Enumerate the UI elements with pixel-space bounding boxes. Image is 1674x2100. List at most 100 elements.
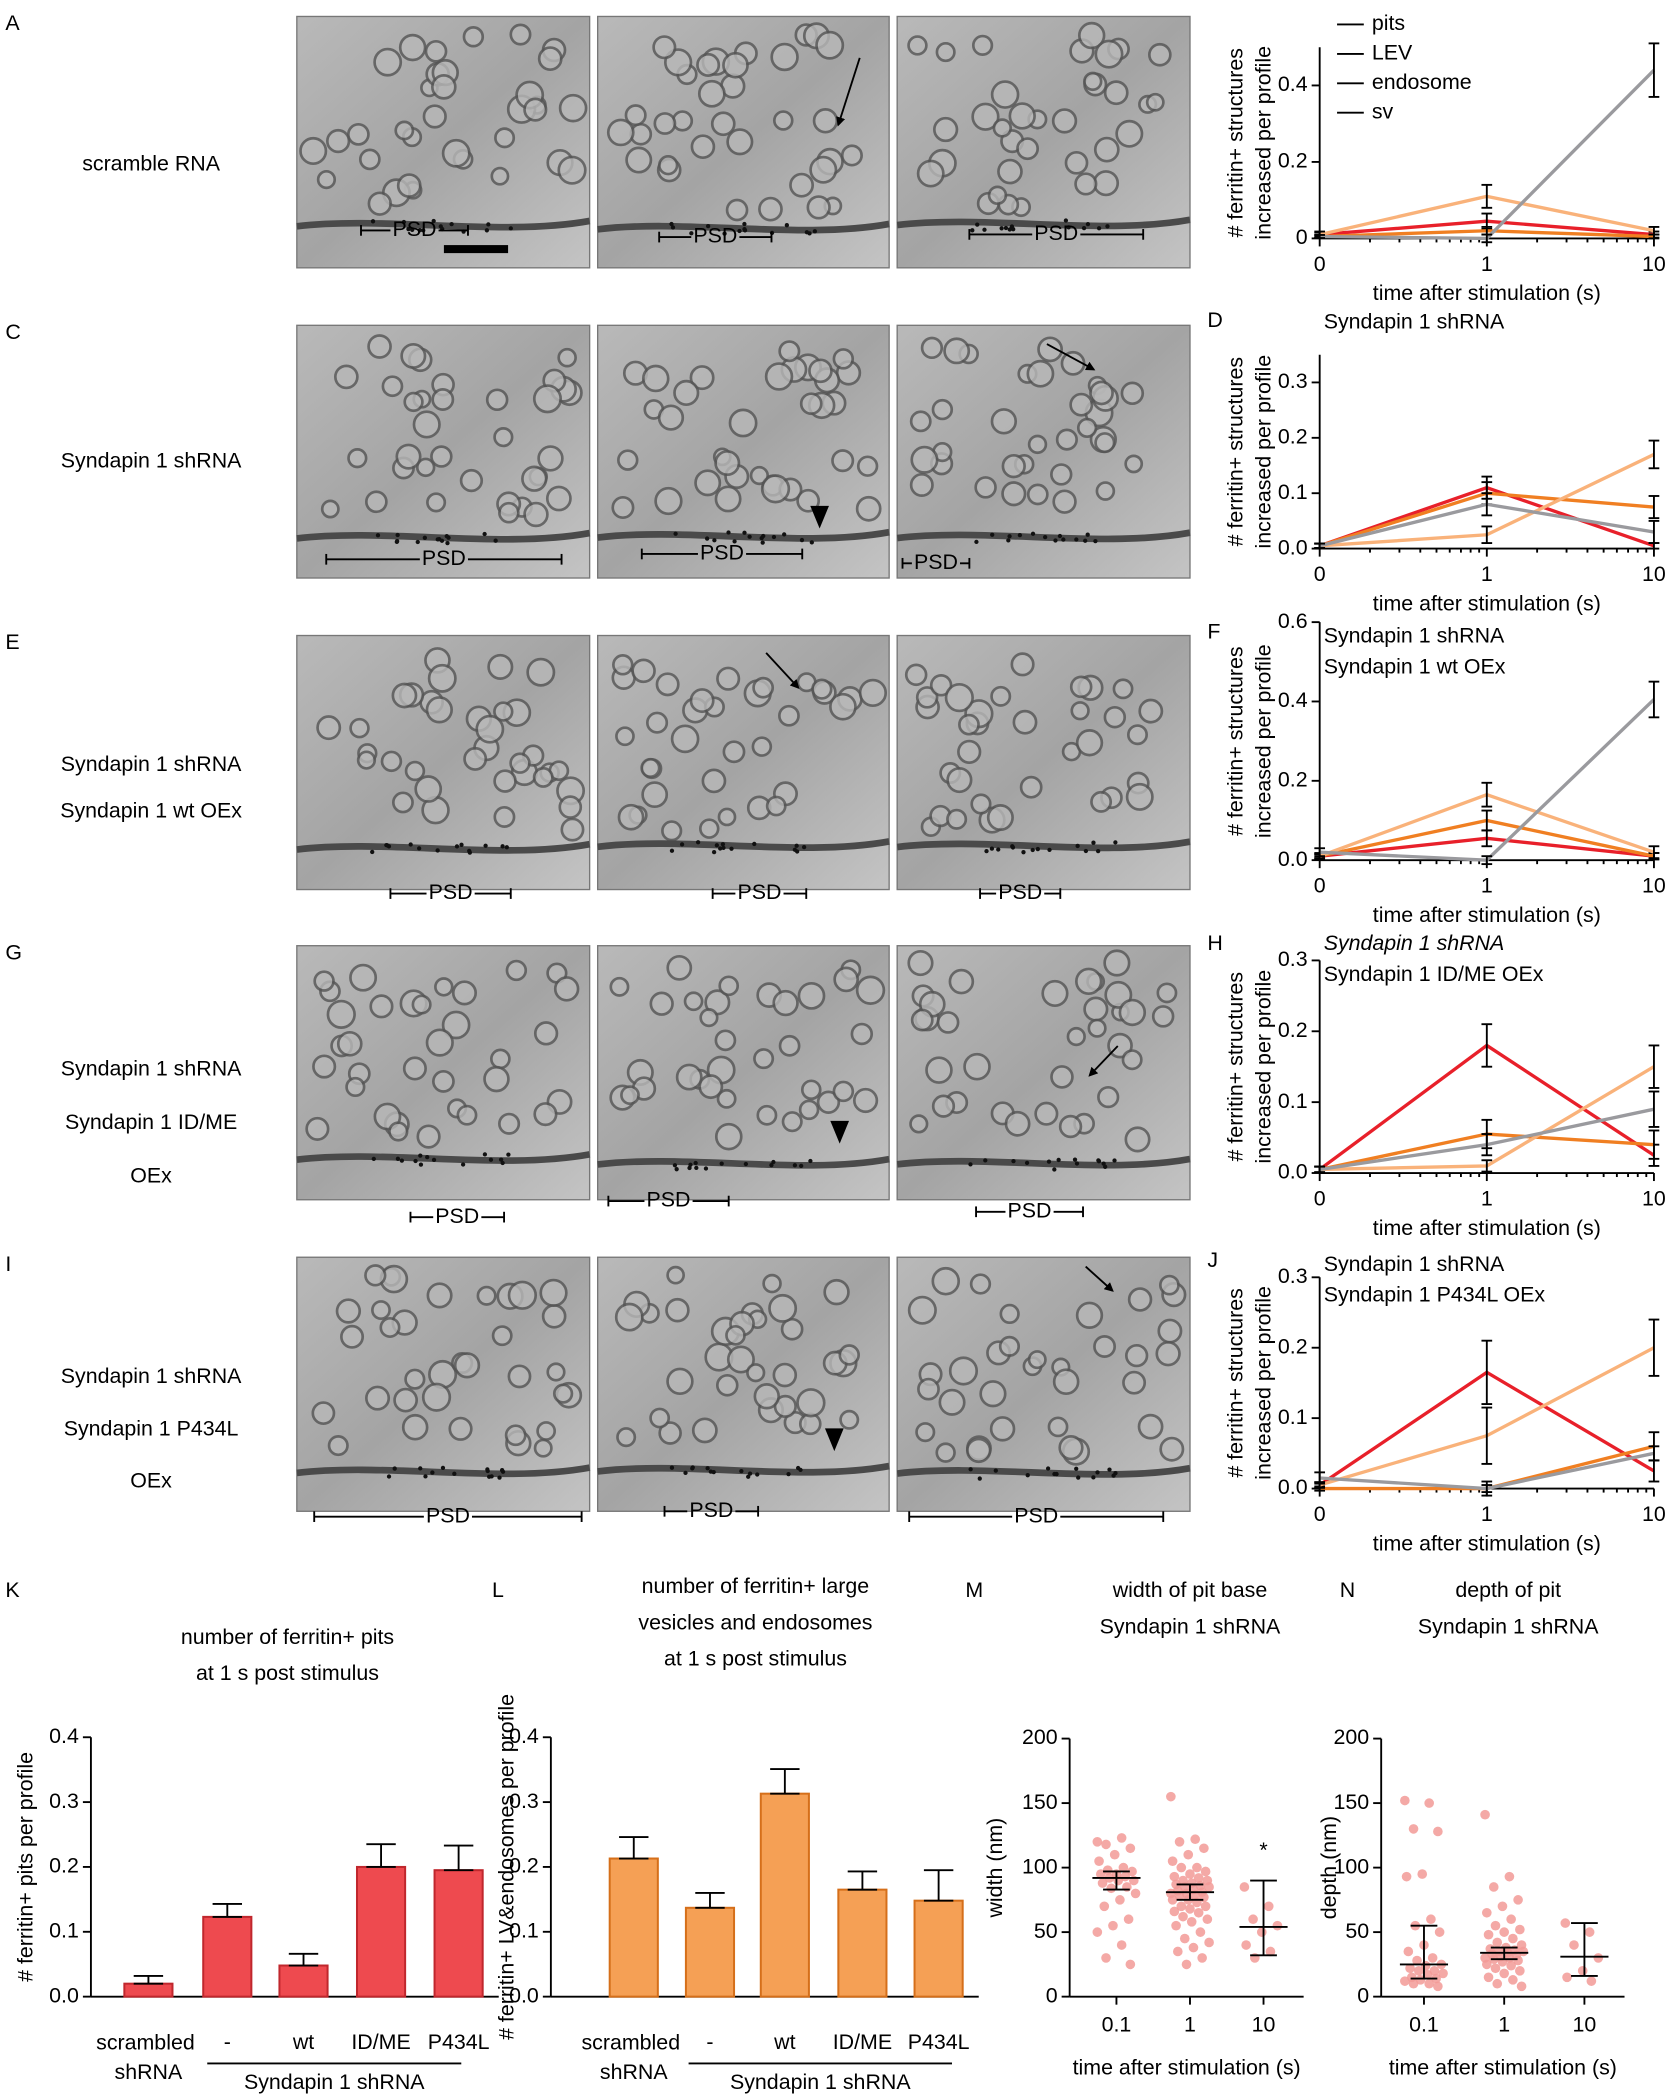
row-label: OEx bbox=[130, 1469, 172, 1493]
vesicle bbox=[401, 1413, 429, 1441]
bar bbox=[759, 1792, 810, 1998]
vesicle bbox=[398, 33, 427, 62]
x-tick-label: P434L bbox=[428, 2030, 490, 2054]
vesicle bbox=[523, 97, 548, 122]
vesicle bbox=[620, 1085, 640, 1106]
vesicle bbox=[1001, 481, 1027, 507]
ferritin bbox=[808, 1158, 813, 1164]
vesicle bbox=[491, 1325, 513, 1347]
ferritin bbox=[801, 845, 807, 850]
data-point bbox=[1515, 1924, 1525, 1935]
data-point bbox=[1193, 1873, 1204, 1883]
vesicle bbox=[666, 1367, 694, 1396]
vesicle bbox=[946, 766, 973, 794]
ferritin bbox=[1011, 227, 1016, 232]
vesicle bbox=[751, 736, 773, 757]
vesicle bbox=[1064, 150, 1089, 175]
y-axis-label: depth (nm) bbox=[1317, 1816, 1341, 1919]
vesicle bbox=[505, 959, 528, 982]
data-point bbox=[1408, 1824, 1419, 1834]
x-tick-label: 0 bbox=[1314, 252, 1326, 276]
vesicle bbox=[539, 1278, 568, 1307]
vesicle bbox=[756, 1104, 778, 1126]
data-point bbox=[1265, 1946, 1276, 1957]
vesicle bbox=[498, 501, 520, 524]
vesicle bbox=[798, 1099, 820, 1121]
ferritin bbox=[799, 1163, 804, 1168]
vesicle bbox=[823, 1278, 850, 1306]
vesicle bbox=[431, 74, 457, 100]
y-tick-label: 200 bbox=[1333, 1725, 1369, 1749]
ferritin bbox=[485, 1468, 490, 1474]
ferritin bbox=[739, 1469, 744, 1474]
data-point bbox=[1169, 1871, 1180, 1882]
vesicle bbox=[1159, 1436, 1185, 1462]
ferritin bbox=[722, 231, 727, 236]
y-tick-label: 0.4 bbox=[1278, 688, 1308, 712]
vesicle bbox=[1066, 1026, 1086, 1047]
data-point bbox=[1192, 1862, 1202, 1873]
data-point bbox=[1190, 1834, 1201, 1845]
psd-label: PSD bbox=[422, 546, 466, 570]
ferritin bbox=[672, 1163, 678, 1168]
vesicle bbox=[722, 51, 749, 79]
ferritin bbox=[1053, 538, 1058, 543]
vesicle bbox=[772, 989, 799, 1017]
vesicle bbox=[1094, 432, 1116, 454]
vesicle bbox=[404, 760, 426, 782]
vesicle bbox=[553, 976, 580, 1002]
y-tick-label: 0.0 bbox=[1278, 535, 1308, 559]
vesicle bbox=[654, 486, 683, 516]
vesicle bbox=[778, 704, 800, 727]
vesicle bbox=[1004, 1110, 1031, 1137]
psd-label: PSD bbox=[426, 1503, 470, 1527]
ferritin bbox=[695, 840, 701, 845]
vesicle bbox=[537, 445, 564, 472]
vesicle bbox=[1126, 724, 1148, 746]
y-tick-label: 0.0 bbox=[509, 1983, 539, 2007]
vesicle bbox=[963, 1052, 991, 1081]
vesicle bbox=[521, 465, 548, 492]
group-label: Syndapin 1 shRNA bbox=[244, 2070, 425, 2094]
vesicle bbox=[326, 999, 356, 1029]
vesicle bbox=[907, 1295, 937, 1325]
x-axis-label: time after stimulation (s) bbox=[1373, 903, 1601, 927]
vesicle bbox=[434, 977, 454, 997]
vesicle bbox=[611, 495, 635, 520]
psd-label: PSD bbox=[647, 1188, 691, 1212]
ferritin bbox=[669, 1465, 675, 1470]
vesicle bbox=[714, 1029, 737, 1052]
vesicle bbox=[1075, 967, 1103, 996]
data-point bbox=[1417, 1869, 1428, 1879]
vesicle bbox=[718, 975, 740, 997]
ferritin bbox=[999, 226, 1004, 231]
psd-label: PSD bbox=[429, 880, 473, 904]
vesicle bbox=[476, 1285, 497, 1306]
x-tick-label: 1 bbox=[1481, 874, 1493, 898]
ferritin bbox=[504, 845, 509, 850]
vesicle bbox=[916, 159, 945, 188]
vesicle bbox=[414, 775, 443, 803]
data-point bbox=[1116, 1833, 1127, 1843]
ferritin bbox=[1085, 532, 1090, 537]
data-point bbox=[1125, 1959, 1136, 1970]
data-point bbox=[1586, 1976, 1597, 1986]
data-point bbox=[1199, 1843, 1209, 1854]
vesicle bbox=[909, 410, 932, 433]
vesicle bbox=[483, 1065, 510, 1093]
vesicle bbox=[316, 715, 342, 741]
vesicle bbox=[768, 1293, 798, 1323]
ferritin bbox=[1045, 1466, 1051, 1471]
data-point bbox=[1424, 1978, 1434, 1989]
vesicle bbox=[430, 445, 453, 468]
ferritin bbox=[747, 1471, 753, 1476]
vesicle bbox=[999, 1303, 1020, 1325]
chart-subtitle: Syndapin 1 shRNA bbox=[1324, 624, 1505, 648]
ferritin bbox=[425, 1154, 430, 1160]
vesicle bbox=[646, 711, 669, 734]
row-label: Syndapin 1 shRNA bbox=[61, 448, 242, 472]
ferritin bbox=[1011, 1159, 1016, 1164]
data-point bbox=[1412, 1955, 1422, 1966]
panel-letter: N bbox=[1340, 1578, 1355, 1602]
vesicle bbox=[925, 1056, 953, 1084]
